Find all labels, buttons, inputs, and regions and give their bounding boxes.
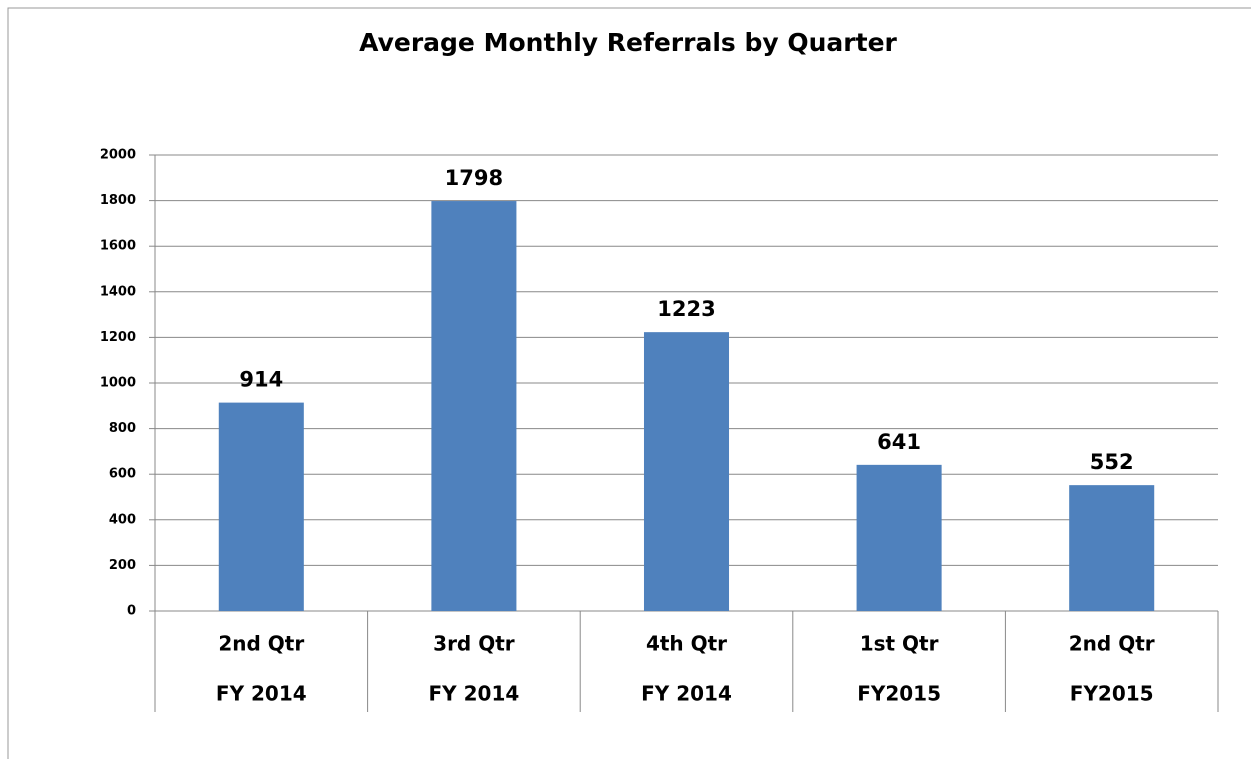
y-tick-label: 2000 — [100, 148, 136, 163]
y-tick-label: 1000 — [100, 376, 136, 391]
data-label: 552 — [1090, 450, 1134, 474]
x-group-label: FY 2014 — [641, 682, 732, 706]
x-tick-label: 3rd Qtr — [433, 632, 515, 656]
x-tick-label: 4th Qtr — [646, 632, 727, 656]
bar — [1069, 485, 1155, 611]
x-tick-label: 1st Qtr — [860, 632, 939, 656]
y-tick-label: 1800 — [100, 193, 136, 208]
y-tick-label: 1400 — [100, 284, 136, 299]
data-label: 1798 — [445, 166, 503, 190]
chart-border — [7, 7, 1251, 763]
x-group-label: FY 2014 — [216, 682, 307, 706]
y-tick-label: 1200 — [100, 330, 136, 345]
bar — [643, 332, 730, 611]
x-group-label: FY2015 — [1070, 682, 1154, 706]
x-tick-label: 2nd Qtr — [1069, 632, 1155, 656]
x-group-label: FY2015 — [857, 682, 941, 706]
bar — [431, 201, 517, 611]
y-tick-label: 800 — [109, 421, 136, 436]
y-tick-label: 200 — [109, 558, 136, 573]
data-label: 641 — [877, 430, 921, 454]
data-label: 1223 — [657, 297, 715, 321]
x-tick-label: 2nd Qtr — [218, 632, 304, 656]
chart-title: Average Monthly Referrals by Quarter — [359, 28, 897, 57]
bar — [218, 402, 304, 611]
data-label: 914 — [239, 368, 283, 392]
y-tick-label: 1600 — [100, 239, 136, 254]
y-tick-label: 600 — [109, 467, 136, 482]
x-group-label: FY 2014 — [429, 682, 520, 706]
y-tick-label: 0 — [127, 604, 136, 619]
bar — [856, 464, 942, 611]
y-tick-label: 400 — [109, 512, 136, 527]
